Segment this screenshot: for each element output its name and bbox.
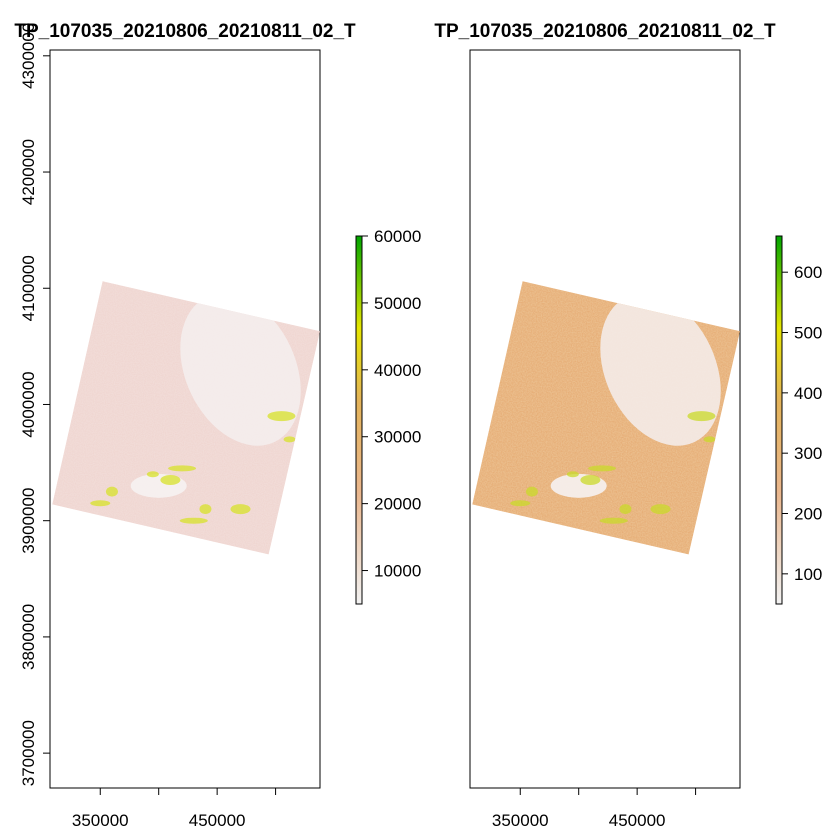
raster-speckle [168,465,197,472]
y-tick-label: 4100000 [19,255,38,321]
colorbar-tick-label: 200 [794,505,822,524]
x-tick-label: 350000 [72,811,129,830]
panel-1-x-axis: 350000 450000 [72,787,277,830]
colorbar-tick-label: 500 [794,324,822,343]
panel-1-colorbar: 10000 20000 30000 40000 50000 60000 [355,227,421,605]
raster-speckle [580,475,601,486]
raster-speckle [90,500,111,507]
panel-1: TP_107035_20210806_20210811_02_T 350000 4… [14,21,421,830]
raster-speckle [599,517,628,524]
raster-speckle [146,471,159,478]
colorbar-tick-label: 50000 [374,294,421,313]
colorbar-tick-label: 20000 [374,495,421,514]
y-tick-label: 3700000 [19,720,38,786]
colorbar-tick-label: 30000 [374,428,421,447]
x-tick-label: 450000 [189,811,246,830]
colorbar-tick-label: 100 [794,565,822,584]
raster-speckle [179,517,208,524]
colorbar-tick-label: 40000 [374,361,421,380]
y-tick-label: 3900000 [19,488,38,554]
raster-texture [52,281,320,555]
raster-speckle [687,411,716,422]
colorbar-gradient [355,235,363,605]
panel-1-title: TP_107035_20210806_20210811_02_T [14,21,356,42]
raster-speckle [160,475,181,486]
colorbar-tick-label: 400 [794,384,822,403]
x-tick-label: 350000 [492,811,549,830]
panel-2-colorbar: 100 200 300 400 500 600 [775,235,822,605]
panel-2-title: TP_107035_20210806_20210811_02_T [434,21,776,42]
raster-speckle [510,500,531,507]
y-tick-label: 3800000 [19,604,38,670]
colorbar-tick-label: 300 [794,444,822,463]
panel-2: TP_107035_20210806_20210811_02_T 350000 4… [434,21,822,830]
raster-speckle [619,504,632,515]
raster-speckle [283,436,296,443]
raster-speckle [199,504,212,515]
colorbar-gradient [775,235,783,605]
panel-1-raster [52,281,321,555]
raster-speckle [105,486,118,497]
colorbar-tick-label: 600 [794,263,822,282]
colorbar-tick-label: 60000 [374,227,421,246]
raster-speckle [566,471,579,478]
panel-2-x-axis: 350000 450000 [492,787,697,830]
panel-1-y-axis: 3700000 3800000 3900000 4000000 4100000 42000… [19,23,51,786]
raster-speckle [588,465,617,472]
raster-speckle [525,486,538,497]
panel-2-raster [472,281,740,555]
raster-speckle [650,504,671,515]
colorbar-tick-label: 10000 [374,562,421,581]
raster-speckle [267,411,296,422]
raster-texture [472,281,740,555]
y-tick-label: 4300000 [19,23,38,89]
y-tick-label: 4000000 [19,371,38,437]
raster-speckle [703,436,716,443]
x-tick-label: 450000 [609,811,666,830]
raster-speckle [230,504,251,515]
y-tick-label: 4200000 [19,139,38,205]
